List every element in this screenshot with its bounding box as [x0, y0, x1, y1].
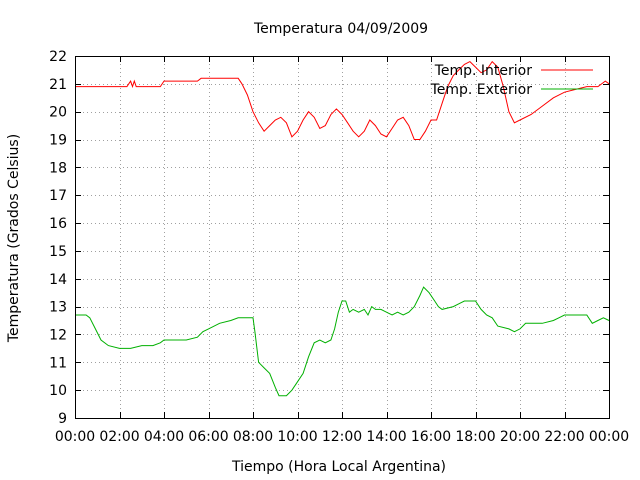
- legend-label-interior: Temp. Interior: [434, 63, 533, 79]
- y-tick-label: 17: [49, 188, 67, 204]
- x-tick-label: 04:00: [144, 429, 184, 445]
- legend: Temp. Interior Temp. Exterior: [430, 63, 593, 98]
- x-tick-label: 02:00: [99, 429, 139, 445]
- y-tick-label: 16: [49, 216, 67, 232]
- x-tick-label: 10:00: [277, 429, 317, 445]
- y-tick-label: 21: [49, 77, 67, 93]
- x-tick-label: 14:00: [366, 429, 406, 445]
- y-tick-label: 14: [49, 272, 67, 288]
- x-axis-label: Tiempo (Hora Local Argentina): [231, 459, 446, 475]
- series-lines: [75, 60, 610, 397]
- plot-frame: [75, 56, 610, 419]
- series-line-interior: [75, 60, 610, 140]
- x-tick-label: 22:00: [544, 429, 584, 445]
- x-tick-label: 16:00: [411, 429, 451, 445]
- grid-lines: [75, 56, 609, 418]
- chart-title: Temperatura 04/09/2009: [253, 21, 428, 37]
- x-tick-label: 00:00: [55, 429, 95, 445]
- x-tick-label: 00:00: [589, 429, 629, 445]
- x-tick-label: 18:00: [455, 429, 495, 445]
- y-tick-label: 18: [49, 160, 67, 176]
- x-tick-label: 12:00: [322, 429, 362, 445]
- x-axis-ticks: 00:00 02:00 04:00 06:00 08:00 10:00 12:00 14:00…: [55, 56, 629, 445]
- y-tick-label: 11: [49, 355, 67, 371]
- x-tick-label: 08:00: [233, 429, 273, 445]
- series-line-exterior: [75, 286, 610, 397]
- x-tick-label: 20:00: [500, 429, 540, 445]
- y-tick-label: 9: [58, 411, 67, 427]
- y-tick-label: 20: [49, 105, 67, 121]
- x-tick-label: 06:00: [188, 429, 228, 445]
- y-tick-label: 12: [49, 327, 67, 343]
- y-axis-label: Temperatura (Grados Celsius): [6, 134, 22, 343]
- y-tick-label: 19: [49, 133, 67, 149]
- legend-label-exterior: Temp. Exterior: [430, 82, 533, 98]
- y-axis-ticks: 9 10 11 12 13 14 15 16 17 18 19 20 21 22: [49, 49, 609, 427]
- y-tick-label: 13: [49, 300, 67, 316]
- y-tick-label: 22: [49, 49, 67, 65]
- y-tick-label: 10: [49, 383, 67, 399]
- y-tick-label: 15: [49, 244, 67, 260]
